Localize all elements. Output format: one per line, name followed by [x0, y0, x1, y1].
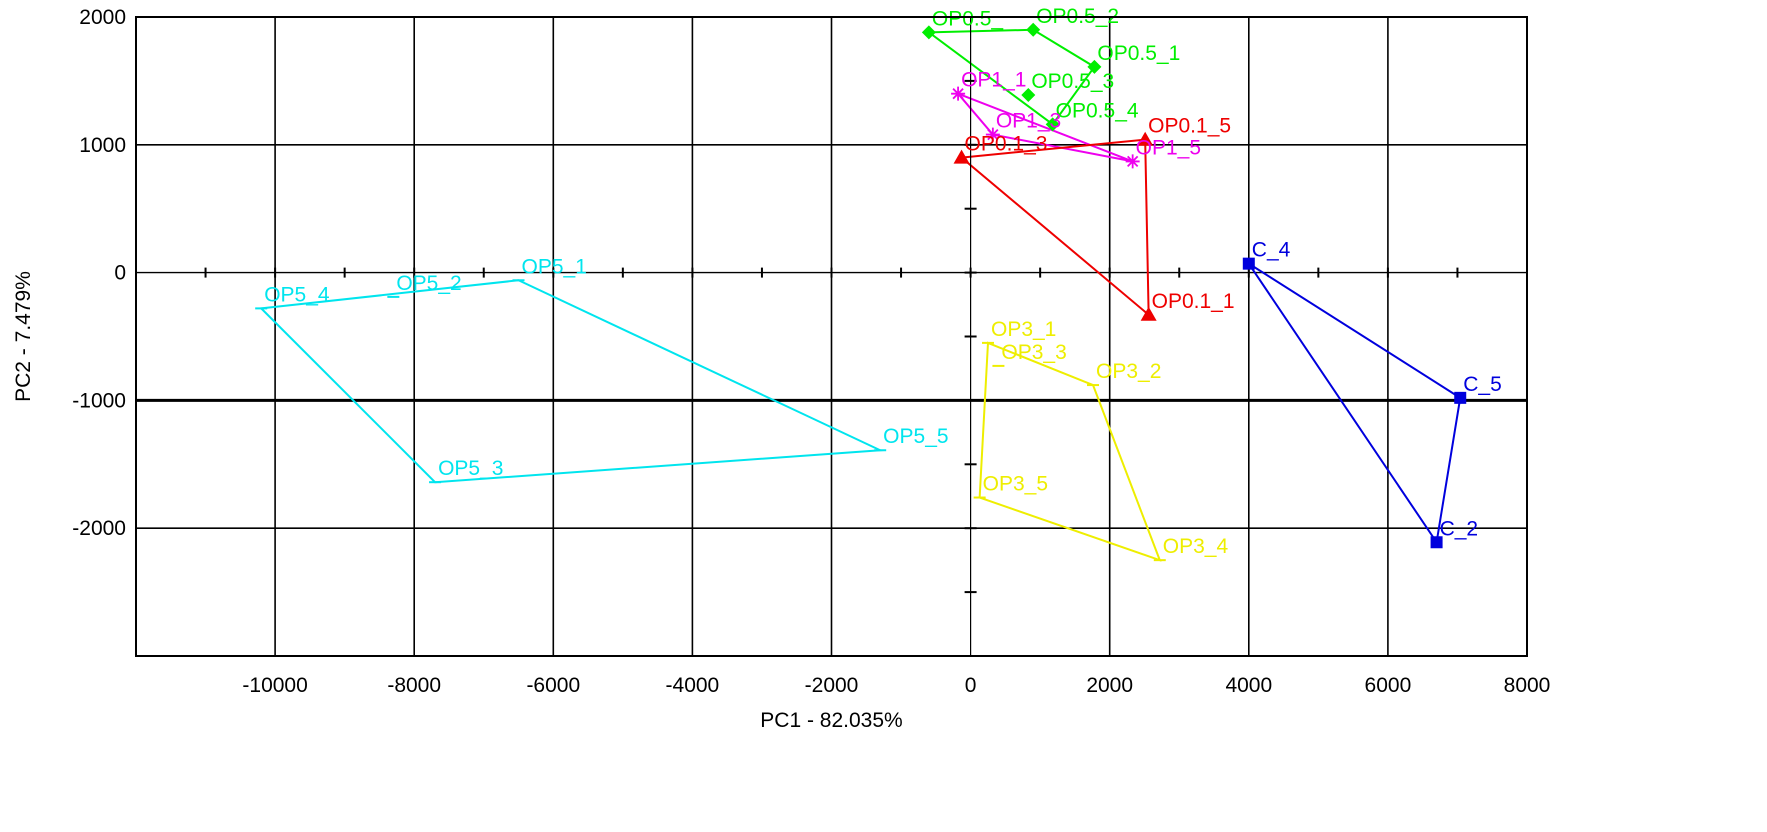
point-op1-5 [1125, 154, 1140, 169]
label-op3-1: OP3_1 [991, 318, 1056, 341]
y-tick-label: -2000 [72, 517, 126, 540]
label-c-5: C_5 [1463, 373, 1502, 396]
group-hull [1247, 262, 1462, 545]
x-tick-label: -6000 [526, 674, 580, 697]
y-tick-label: 2000 [79, 6, 126, 29]
label-c-2: C_2 [1440, 517, 1479, 540]
label-op5-5: OP5_5 [883, 425, 948, 448]
point-c-2 [1430, 536, 1443, 549]
x-tick-label: -8000 [387, 674, 441, 697]
x-tick-label: -10000 [242, 674, 307, 697]
label-op1-5: OP1_5 [1136, 136, 1201, 159]
y-tick-label: 0 [114, 262, 126, 285]
label-op0-5-4: OP0.5_4 [1056, 99, 1139, 122]
label-op0-5: OP0.5_ [932, 7, 1004, 30]
label-op3-5: OP3_5 [983, 473, 1048, 496]
point-c-4 [1242, 257, 1255, 270]
label-op0-1-1: OP0.1_1 [1152, 290, 1235, 313]
label-op5-3: OP5_3 [438, 457, 503, 480]
plot-frame [135, 16, 1528, 657]
point-op0-5-4 [1045, 117, 1060, 132]
y-tick-label: 1000 [79, 134, 126, 157]
point-op0-1-5 [1137, 131, 1154, 146]
x-tick-label: 2000 [1086, 674, 1133, 697]
point-op0-1-3 [953, 149, 970, 164]
label-op0-1-5: OP0.1_5 [1148, 115, 1231, 138]
point-c-5 [1454, 391, 1467, 404]
point-op0-5 [921, 25, 936, 40]
x-tick-label: 4000 [1225, 674, 1272, 697]
label-op3-3: OP3_3 [1001, 341, 1066, 364]
point-op1-1 [951, 86, 966, 101]
point-op0-5-1 [1087, 59, 1102, 74]
group-hull [959, 138, 1150, 317]
x-tick-label: -2000 [805, 674, 859, 697]
y-tick-labels: -2000 -1000 0 1000 2000 [72, 6, 126, 540]
label-op0-1-3: OP0.1_3 [965, 133, 1048, 156]
x-tick-label: 6000 [1365, 674, 1412, 697]
label-op3-4: OP3_4 [1163, 535, 1229, 558]
point-op0-1-1 [1140, 306, 1157, 321]
label-op5-2: OP5_2 [396, 272, 461, 295]
y-axis-title: PC2 - 7.479% [12, 271, 35, 402]
point-op0-5-3 [1021, 87, 1036, 102]
x-tick-label: 8000 [1504, 674, 1551, 697]
label-op0-5-3: OP0.5_3 [1031, 70, 1114, 93]
x-tick-label: -4000 [666, 674, 720, 697]
point-labels: OP0.5_ OP0.5_2OP0.5_1OP0.5_3OP0.5_4OP1_1O… [264, 5, 1502, 558]
point-op0-5-2 [1026, 22, 1041, 37]
data-points [255, 22, 1467, 562]
x-axis-title: PC1 - 82.035% [760, 709, 902, 732]
label-op0-5-1: OP0.5_1 [1097, 42, 1180, 65]
label-op5-1: OP5_1 [522, 255, 587, 278]
y-tick-label: -1000 [72, 389, 126, 412]
label-op3-2: OP3_2 [1096, 360, 1161, 383]
zero-axis-ticks [204, 17, 1459, 656]
x-tick-label: 0 [965, 674, 977, 697]
label-op1-3: OP1_3 [996, 110, 1061, 133]
label-c-4: C_4 [1252, 239, 1291, 262]
point-op1-3 [985, 127, 1000, 142]
x-tick-labels: -10000 -8000 -6000 -4000 -2000 0 2000 4000 6000 8… [242, 674, 1550, 697]
label-op5-4: OP5_4 [264, 283, 330, 306]
label-op1-1: OP1_1 [961, 69, 1026, 92]
